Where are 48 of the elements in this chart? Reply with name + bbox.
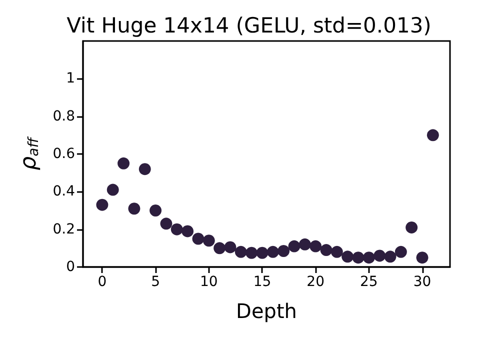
point bbox=[224, 241, 236, 254]
point bbox=[96, 198, 108, 211]
point bbox=[384, 250, 396, 263]
x-tick-label: 30 bbox=[413, 274, 432, 290]
point bbox=[406, 221, 418, 234]
x-tick-label: 0 bbox=[98, 274, 107, 290]
y-tick-label: 0.4 bbox=[52, 184, 76, 200]
y-tick-label: 0 bbox=[66, 259, 75, 275]
point bbox=[118, 157, 130, 170]
y-axis-title: ρaff bbox=[16, 136, 42, 170]
y-tick-label: 0.2 bbox=[52, 221, 75, 238]
point bbox=[160, 218, 172, 230]
point bbox=[214, 242, 226, 254]
point bbox=[310, 240, 322, 252]
point bbox=[320, 244, 332, 256]
point bbox=[416, 252, 428, 264]
point bbox=[342, 250, 354, 263]
point bbox=[330, 246, 343, 258]
y-tick-label: 0.6 bbox=[52, 146, 76, 162]
point bbox=[192, 232, 204, 245]
chart-title: Vit Huge 14x14 (GELU, std=0.013) bbox=[66, 14, 432, 38]
point bbox=[128, 202, 140, 215]
x-axis-title: Depth bbox=[236, 299, 297, 323]
y-tick-label: 1 bbox=[66, 70, 75, 87]
point bbox=[202, 234, 215, 247]
point bbox=[182, 225, 194, 238]
point bbox=[278, 244, 290, 257]
point bbox=[246, 246, 258, 259]
point bbox=[150, 204, 162, 216]
y-tick-label: 0.8 bbox=[52, 108, 75, 124]
point bbox=[170, 223, 183, 236]
x-tick-label: 25 bbox=[360, 274, 378, 290]
point bbox=[138, 163, 151, 176]
point bbox=[266, 246, 279, 258]
x-tick-label: 10 bbox=[200, 274, 218, 290]
point bbox=[288, 240, 300, 252]
point bbox=[106, 184, 119, 196]
x-tick-label: 5 bbox=[151, 274, 160, 290]
point bbox=[394, 246, 407, 258]
point bbox=[362, 252, 375, 264]
point bbox=[234, 246, 247, 258]
point bbox=[298, 238, 311, 250]
x-tick-label: 15 bbox=[253, 274, 272, 290]
point bbox=[374, 250, 386, 262]
x-tick-label: 20 bbox=[306, 274, 324, 290]
point bbox=[426, 129, 439, 142]
point bbox=[352, 252, 364, 264]
point bbox=[256, 246, 268, 259]
